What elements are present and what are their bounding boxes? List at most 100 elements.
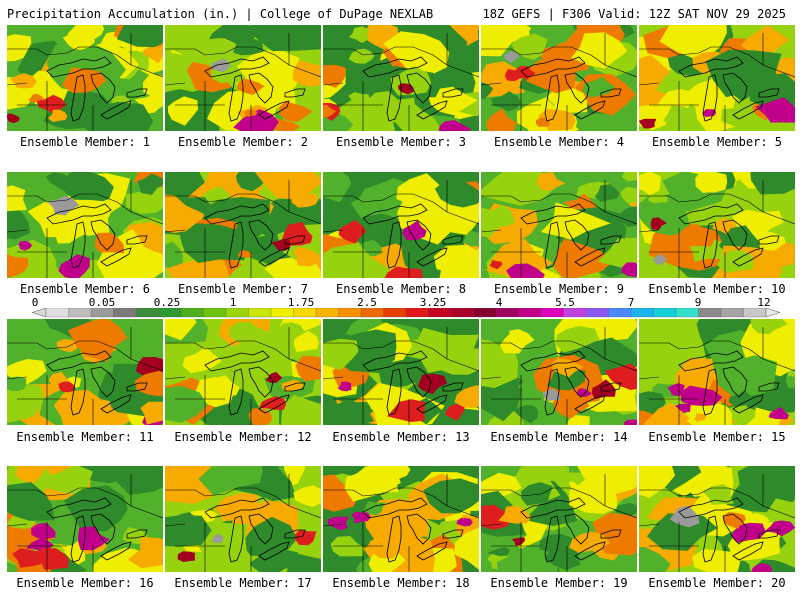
precip-contour bbox=[56, 339, 79, 353]
great-lake-outline bbox=[544, 515, 560, 563]
precip-contour bbox=[142, 44, 163, 64]
precip-contour bbox=[540, 202, 612, 244]
political-border bbox=[7, 523, 28, 527]
precip-map bbox=[639, 466, 795, 572]
ensemble-member-map bbox=[323, 319, 479, 425]
member-number: 10 bbox=[763, 282, 786, 296]
precip-contour bbox=[7, 381, 46, 423]
precip-contour bbox=[280, 394, 321, 425]
heavy-precip-contour bbox=[9, 73, 37, 89]
heavy-precip-contour bbox=[58, 381, 76, 393]
colorbar-swatch bbox=[68, 308, 92, 318]
heavy-precip-contour bbox=[36, 94, 67, 114]
great-lake-outline bbox=[678, 203, 744, 225]
trace-precip-contour bbox=[652, 254, 668, 266]
great-lake-outline bbox=[362, 497, 428, 519]
precip-contour bbox=[645, 269, 674, 278]
political-border bbox=[639, 193, 764, 213]
precip-contour bbox=[332, 400, 375, 425]
member-label: Ensemble Member: bbox=[651, 135, 768, 149]
great-lake-outline bbox=[228, 515, 244, 563]
colorbar-tick-label: 1.75 bbox=[287, 296, 315, 309]
member-label: Ensemble Member: bbox=[177, 282, 294, 296]
ensemble-member-map bbox=[481, 172, 637, 278]
great-lake-outline bbox=[70, 74, 86, 122]
political-border bbox=[446, 211, 479, 225]
member-number: 14 bbox=[605, 430, 628, 444]
colorbar-swatch bbox=[225, 308, 249, 318]
ensemble-member-caption: Ensemble Member: 7 bbox=[163, 282, 323, 296]
heavy-precip-contour bbox=[233, 109, 279, 131]
precip-contour bbox=[554, 238, 614, 278]
great-lake-outline bbox=[574, 100, 606, 120]
member-label: Ensemble Member: bbox=[648, 282, 764, 296]
member-number: 18 bbox=[447, 576, 470, 590]
precip-contour bbox=[536, 172, 566, 191]
political-border bbox=[604, 64, 637, 78]
great-lake-outline bbox=[258, 247, 290, 267]
precip-contour bbox=[62, 32, 95, 50]
ensemble-member-map bbox=[323, 466, 479, 572]
precip-contour bbox=[229, 322, 270, 346]
colorbar-swatch bbox=[180, 308, 204, 318]
ensemble-member-map bbox=[7, 466, 163, 572]
member-number: 8 bbox=[451, 282, 467, 296]
heavy-precip-contour bbox=[438, 120, 472, 131]
ensemble-member-map bbox=[7, 25, 163, 131]
colorbar-tick-label: 12 bbox=[757, 296, 771, 309]
colorbar-swatch bbox=[743, 308, 767, 318]
precip-contour bbox=[544, 542, 581, 571]
colorbar-tick-label: 0.25 bbox=[153, 296, 181, 309]
precip-contour bbox=[481, 82, 494, 100]
political-border bbox=[481, 229, 502, 233]
precip-contour bbox=[7, 254, 29, 278]
great-lake-outline bbox=[248, 72, 274, 104]
precip-contour bbox=[487, 205, 515, 227]
precip-map bbox=[7, 466, 163, 572]
heavy-precip-contour bbox=[323, 104, 337, 118]
colorbar-swatch bbox=[585, 308, 609, 318]
colorbar-tick-label: 0 bbox=[31, 296, 39, 309]
ensemble-member-map bbox=[165, 319, 321, 425]
colorbar-swatch bbox=[653, 308, 677, 318]
precip-contour bbox=[594, 184, 620, 202]
great-lake-outline bbox=[228, 221, 244, 269]
precip-contour bbox=[394, 110, 440, 131]
heavy-precip-contour bbox=[481, 504, 513, 530]
great-lake-outline bbox=[284, 529, 306, 539]
colorbar-swatch bbox=[495, 308, 519, 318]
heavy-precip-contour bbox=[671, 223, 716, 247]
heavy-precip-contour bbox=[265, 371, 283, 383]
precip-contour bbox=[639, 547, 671, 572]
precip-contour bbox=[427, 86, 478, 116]
precip-contour bbox=[423, 478, 479, 514]
heavy-precip-contour bbox=[384, 266, 424, 278]
precip-contour bbox=[241, 516, 298, 556]
heavy-precip-contour bbox=[764, 520, 795, 537]
precip-contour bbox=[116, 466, 163, 496]
great-lake-outline bbox=[362, 350, 428, 372]
heavy-precip-contour bbox=[568, 531, 611, 553]
precip-contour bbox=[67, 319, 128, 362]
heavy-precip-contour bbox=[292, 246, 321, 267]
ensemble-member-caption: Ensemble Member: 6 bbox=[5, 282, 165, 296]
trace-precip-contour bbox=[211, 534, 224, 544]
political-border bbox=[639, 46, 764, 66]
precip-contour bbox=[110, 248, 163, 278]
great-lake-outline bbox=[520, 350, 586, 372]
political-border bbox=[7, 46, 132, 66]
heavy-precip-contour bbox=[387, 399, 426, 422]
great-lake-outline bbox=[520, 56, 586, 78]
great-lake-outline bbox=[722, 366, 748, 398]
heavy-precip-contour bbox=[456, 518, 473, 527]
precip-contour bbox=[614, 502, 637, 517]
precip-contour bbox=[166, 258, 230, 278]
precip-contour bbox=[454, 385, 479, 408]
heavy-precip-contour bbox=[755, 97, 795, 123]
ensemble-member-map bbox=[165, 172, 321, 278]
heavy-precip-contour bbox=[760, 242, 795, 270]
political-border bbox=[288, 211, 321, 225]
great-lake-outline bbox=[70, 515, 86, 563]
precip-contour bbox=[323, 338, 359, 370]
great-lake-outline bbox=[702, 221, 718, 269]
